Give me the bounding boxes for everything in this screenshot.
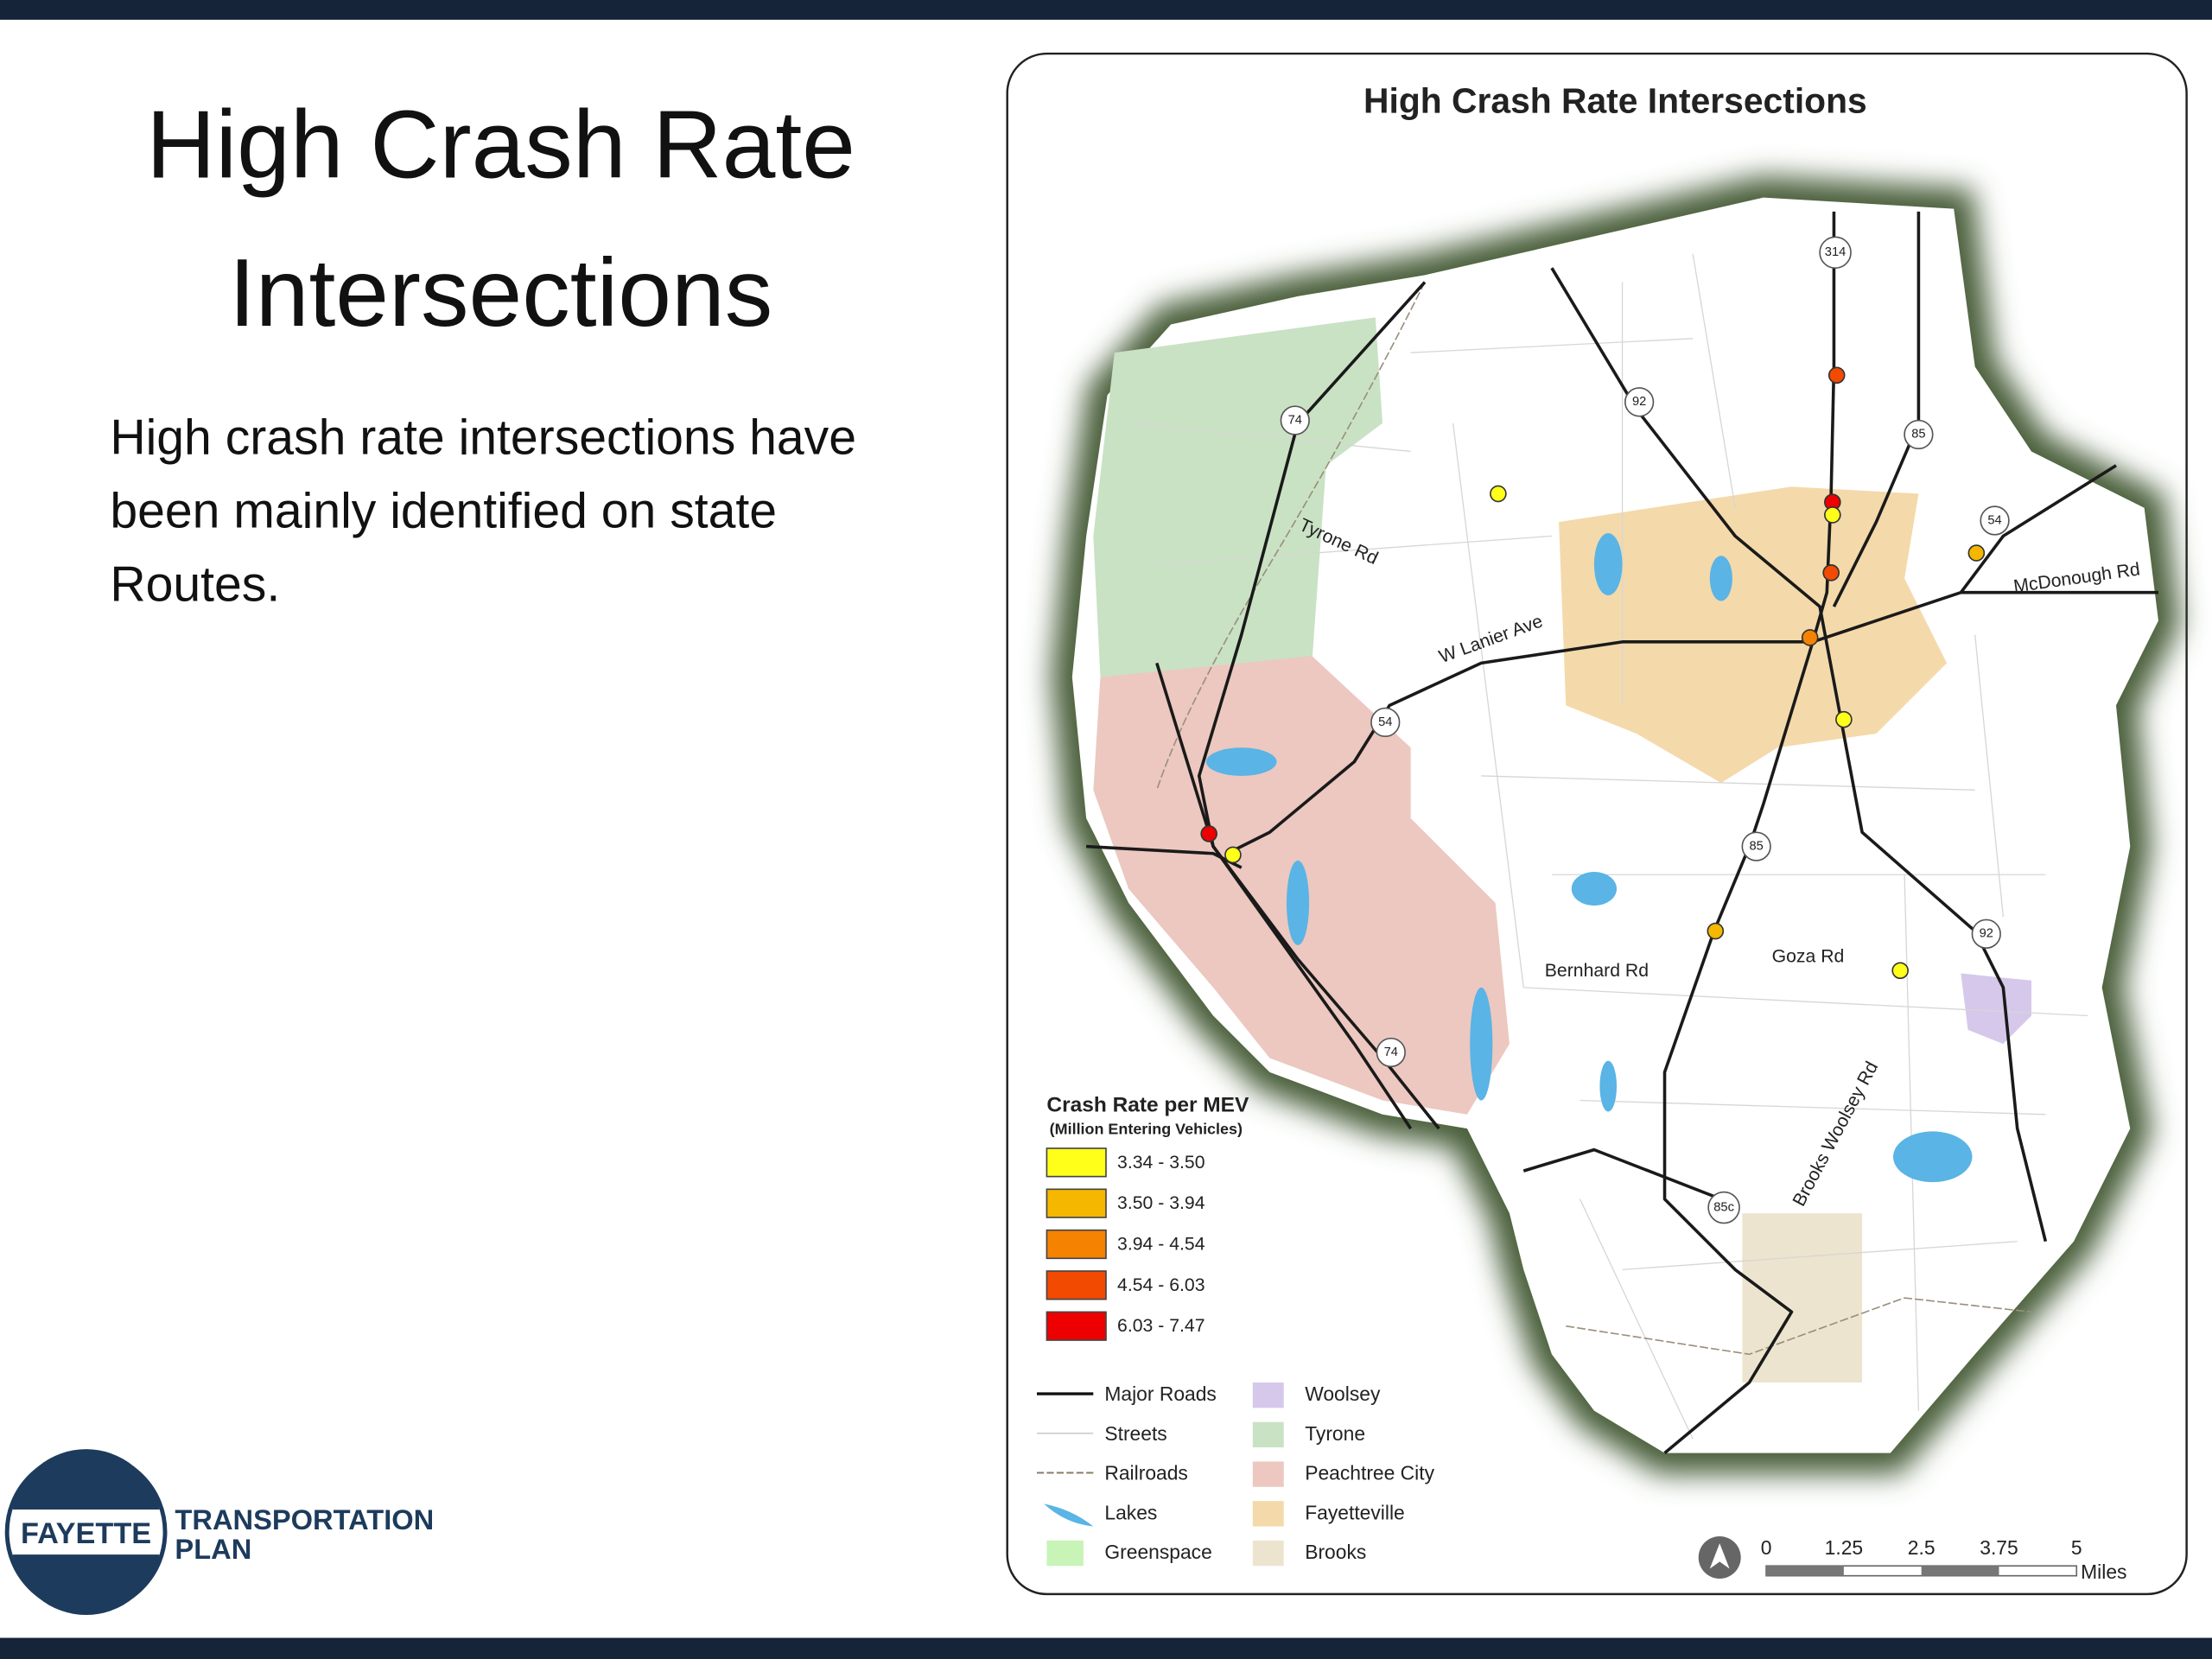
lakes [1205,533,1973,1183]
body-text: Routes. [110,557,280,613]
route-shield: 54 [1378,715,1392,729]
legend-swatch [1046,1188,1107,1218]
fayetteville [1559,486,1948,784]
scale-label: 2.5 [1908,1536,1936,1559]
scale-label: 3.75 [1980,1536,2018,1559]
scale-unit: Miles [2081,1560,2126,1583]
crash-point [1835,710,1853,728]
brooks [1742,1213,1863,1382]
route-shield: 74 [1384,1046,1398,1059]
road-label: Bernhard Rd [1545,961,1649,981]
legend-label: Fayetteville [1305,1501,1405,1523]
crash-point [1827,366,1846,385]
legend-label: Tyrone [1305,1422,1365,1445]
scale-label: 1.25 [1825,1536,1863,1559]
legend-swatch [1046,1311,1107,1341]
top-bar [0,0,2212,20]
legend-label: 3.34 - 3.50 [1117,1153,1205,1173]
route-shield: 85 [1749,839,1763,853]
route-shields: 314 92 85 74 54 54 85 92 74 85c [1280,236,2010,1224]
crash-legend: Crash Rate per MEV (Million Entering Veh… [1046,1094,1249,1341]
streets [1128,253,2088,1440]
crash-points [1200,366,1986,980]
map-title: High Crash Rate Intersections [1363,81,1867,121]
body-text: been mainly identified on state [110,484,777,539]
crash-point [1891,962,1909,980]
scale-label: 5 [2071,1536,2082,1559]
road-label: Goza Rd [1772,946,1845,966]
legend-subtitle: (Million Entering Vehicles) [1050,1121,1243,1138]
legend-label: Brooks [1305,1541,1366,1563]
bottom-bar [0,1637,2212,1659]
crash-point [1801,629,1819,646]
legend-label: Peachtree City [1305,1462,1434,1484]
legend-label: Greenspace [1104,1541,1211,1563]
crash-point [1490,485,1507,503]
logo: FAYETTE TRANSPORTATION PLAN [4,1449,434,1615]
legend-label: Lakes [1104,1501,1157,1523]
legend-label: 3.50 - 3.94 [1117,1193,1205,1213]
route-shield: 85c [1713,1200,1734,1214]
legend-label: Railroads [1104,1462,1188,1484]
legend-label: 4.54 - 6.03 [1117,1275,1205,1295]
crash-point [1967,544,1986,562]
legend-label: 3.94 - 4.54 [1117,1235,1205,1255]
legend-swatch [1046,1147,1107,1178]
legend-swatch [1046,1270,1107,1300]
route-shield: 92 [1632,395,1646,409]
slide-title: High Crash Rate [146,91,855,199]
legend-title: Crash Rate per MEV [1046,1094,1249,1117]
map-panel: High Crash Rate Intersections [1006,52,2188,1596]
legend-swatch [1046,1229,1107,1260]
logo-text: PLAN [175,1533,251,1565]
route-shield: 314 [1825,245,1847,259]
route-shield: 85 [1911,428,1925,442]
body-text: High crash rate intersections have [110,410,856,466]
route-shield: 92 [1980,927,1993,941]
major-roads [1086,211,2158,1455]
woolsey [1961,973,2032,1045]
scale-label: 0 [1761,1536,1772,1559]
layer-legend: Major Roads Streets Railroads Lakes Gree… [1037,1382,1435,1567]
crash-point [1822,564,1840,582]
legend-label: Major Roads [1104,1382,1217,1405]
route-shield: 74 [1288,413,1302,427]
logo-text: TRANSPORTATION [175,1503,434,1535]
crash-point [1707,922,1725,940]
slide-title: Intersections [229,238,772,346]
legend-label: 6.03 - 7.47 [1117,1316,1205,1336]
crash-point [1824,506,1841,524]
legend-label: Woolsey [1305,1382,1381,1405]
crash-point [1200,825,1217,842]
legend-label: Streets [1104,1422,1166,1445]
logo-text: FAYETTE [21,1517,151,1550]
route-shield: 54 [1987,513,2001,527]
crash-point [1224,846,1242,864]
